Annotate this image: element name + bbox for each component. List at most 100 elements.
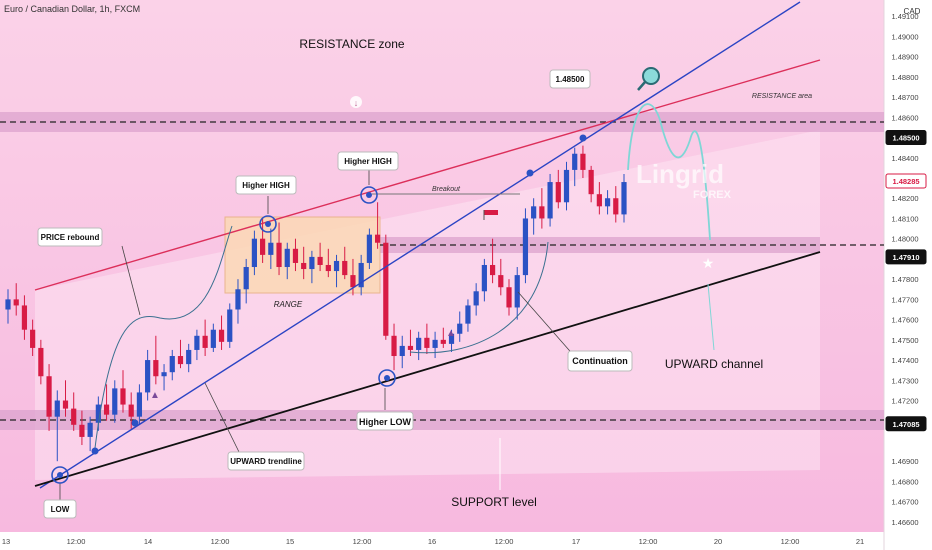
currency-badge: CAD <box>904 7 921 16</box>
higher-low-callout: Higher LOW <box>356 411 414 431</box>
svg-text:UPWARD trendline: UPWARD trendline <box>230 457 302 466</box>
candle <box>531 198 537 235</box>
price-tick-label: 1.46800 <box>891 477 918 486</box>
time-tick-label: 12:00 <box>211 537 230 546</box>
candle <box>243 258 249 304</box>
svg-text:PRICE rebound: PRICE rebound <box>41 233 100 242</box>
price-tick-label: 1.48100 <box>891 214 918 223</box>
time-tick-label: 13 <box>2 537 10 546</box>
time-axis-ticks: 13 12:00 14 12:00 15 12:00 16 12:00 17 12:00 20 12:… <box>2 537 864 546</box>
candle <box>621 173 627 223</box>
candle <box>235 279 241 324</box>
price-axis-ticks: 1.49100 1.49000 1.48900 1.48800 1.48700 1.486… <box>891 12 918 527</box>
candle <box>268 228 274 270</box>
target-magnifier-icon <box>637 67 660 91</box>
candle <box>588 165 594 203</box>
svg-text:1.48500: 1.48500 <box>556 75 585 84</box>
candle <box>522 208 529 284</box>
svg-text:1.47085: 1.47085 <box>892 420 919 429</box>
candle <box>350 258 356 296</box>
price-tick-label: 1.46600 <box>891 518 918 527</box>
pivot-higher-low <box>378 369 396 387</box>
pivot-markers <box>51 186 396 484</box>
price-tick-label: 1.48200 <box>891 194 918 203</box>
candle <box>383 234 389 340</box>
candle <box>161 364 167 391</box>
resistance-area-label: RESISTANCE area <box>752 93 812 100</box>
projection-path <box>627 103 711 241</box>
candle <box>506 279 512 316</box>
svg-text:Continuation: Continuation <box>572 356 628 366</box>
candle <box>38 339 44 385</box>
upward-channel-label: UPWARD channel <box>665 357 763 371</box>
candle <box>342 246 348 280</box>
candle <box>596 182 602 215</box>
price-tick-label: 1.48900 <box>891 53 918 62</box>
price-tick-label: 1.48600 <box>891 113 918 122</box>
candle <box>5 289 11 324</box>
price-rebound-callout: PRICE rebound <box>37 227 103 247</box>
pivot-higher-high-2 <box>360 186 378 204</box>
price-highlight-label: 1.48500 <box>885 130 927 146</box>
down-arrow-icon: ↓ <box>350 96 362 108</box>
resistance-trendline <box>34 59 821 291</box>
svg-text:1.48500: 1.48500 <box>892 134 919 143</box>
continuation-curve <box>409 241 549 354</box>
price-tick-label: 1.47600 <box>891 316 918 325</box>
pivot-higher-high-1 <box>259 215 277 233</box>
price-highlight-label: 1.47085 <box>885 416 927 432</box>
low-callout: LOW <box>43 499 77 519</box>
candle <box>128 392 134 429</box>
candle <box>186 343 192 373</box>
candle <box>276 222 282 276</box>
candle <box>424 323 430 354</box>
price-tick-label: 1.46900 <box>891 457 918 466</box>
candle <box>218 315 225 350</box>
candle <box>153 335 159 385</box>
candle <box>481 258 487 302</box>
candle <box>325 248 331 278</box>
range-label: RANGE <box>274 300 303 309</box>
continuation-callout: Continuation <box>567 350 633 372</box>
time-tick-label: 14 <box>144 537 152 546</box>
candle <box>333 254 340 288</box>
trend-touch-dots <box>57 134 587 478</box>
breakout-label: Breakout <box>432 186 461 193</box>
candle <box>194 329 200 361</box>
candle <box>292 238 299 272</box>
candle <box>572 147 578 187</box>
candle <box>103 384 110 421</box>
candle <box>309 250 315 284</box>
candle <box>177 339 184 369</box>
price-tick-label: 1.47500 <box>891 336 918 345</box>
price-tick-label: 1.47300 <box>891 376 918 385</box>
rebound-curve <box>94 225 233 449</box>
candle <box>366 228 372 270</box>
svg-text:CAD: CAD <box>904 7 921 16</box>
support-level-label: SUPPORT level <box>451 495 537 509</box>
price-tick-label: 1.49000 <box>891 32 918 41</box>
candle <box>317 242 323 272</box>
candle <box>284 242 290 280</box>
time-tick-label: 12:00 <box>781 537 800 546</box>
candle <box>440 327 446 348</box>
target-callout: 1.48500 <box>549 69 591 89</box>
candle <box>391 323 397 371</box>
time-axis <box>0 532 884 550</box>
candle <box>21 295 28 340</box>
svg-text:↓: ↓ <box>354 98 359 108</box>
candle <box>555 169 561 209</box>
svg-text:Higher HIGH: Higher HIGH <box>344 157 392 166</box>
candle <box>210 323 216 352</box>
rocket-icon: ▲ <box>446 328 456 339</box>
candle <box>448 329 455 352</box>
candle <box>465 299 471 332</box>
price-tick-label: 1.48700 <box>891 93 918 102</box>
price-tick-label: 1.46700 <box>891 498 918 507</box>
candle <box>227 303 233 348</box>
candle <box>46 364 52 431</box>
svg-text:1.48285: 1.48285 <box>892 177 919 186</box>
candle <box>87 416 93 452</box>
time-tick-label: 12:00 <box>639 537 658 546</box>
time-tick-label: 12:00 <box>353 537 372 546</box>
